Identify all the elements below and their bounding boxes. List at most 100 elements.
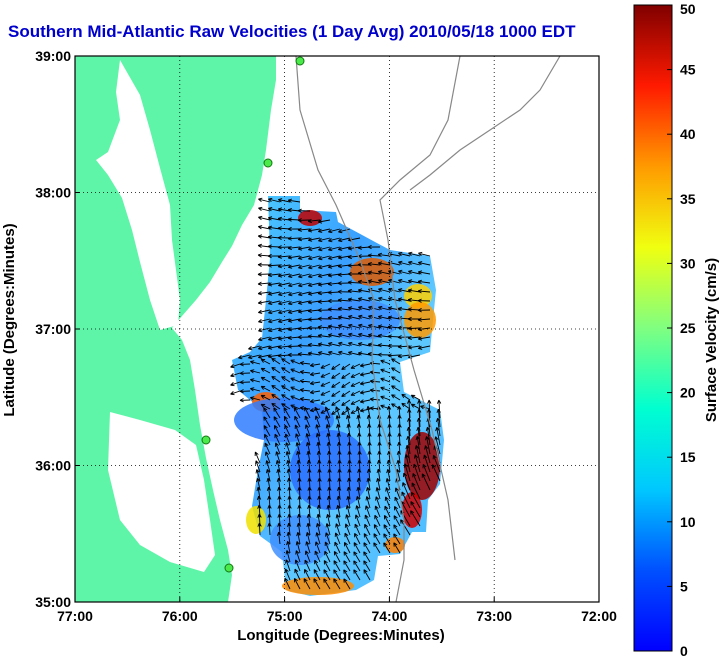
velocity-vector [257, 234, 271, 239]
velocity-vector [323, 569, 331, 581]
velocity-vector [297, 227, 311, 232]
velocity-vector [359, 363, 371, 368]
velocity-vector [402, 482, 411, 500]
velocity-vector [337, 298, 351, 303]
colorbar [633, 4, 673, 652]
velocity-vector [391, 358, 401, 365]
velocity-vector [327, 264, 341, 269]
velocity-vector [326, 504, 331, 518]
velocity-vector [331, 381, 341, 388]
velocity-vector [380, 395, 391, 401]
velocity-vector [298, 264, 311, 270]
velocity-vector [394, 487, 401, 500]
velocity-vector [338, 350, 351, 356]
colorbar-tick-label: 15 [680, 449, 696, 465]
velocity-vector [257, 354, 271, 359]
velocity-vector [294, 415, 301, 428]
velocity-vector [377, 270, 391, 275]
velocity-vector [333, 569, 341, 581]
velocity-vector [387, 353, 401, 358]
velocity-vector [325, 532, 331, 545]
velocity-vector [407, 335, 421, 341]
velocity-vector [337, 255, 351, 260]
velocity-vector [328, 237, 341, 243]
velocity-vector [306, 442, 311, 455]
bathymetry-contour [379, 56, 461, 561]
radar-station-marker [295, 56, 305, 66]
velocity-vector [320, 363, 331, 369]
velocity-vector [357, 297, 371, 302]
velocity-vector [358, 314, 371, 320]
velocity-vector [324, 541, 331, 554]
velocity-vector [377, 315, 391, 320]
velocity-vector [338, 341, 351, 347]
velocity-vector [309, 399, 321, 404]
velocity-vector [343, 551, 351, 563]
velocity-vector [410, 491, 421, 509]
velocity-vector [367, 270, 381, 275]
velocity-vector [260, 358, 271, 365]
velocity-vector [258, 206, 271, 212]
velocity-vector [297, 255, 311, 260]
velocity-vector [278, 300, 291, 306]
velocity-vector [271, 402, 281, 410]
velocity-vector [307, 334, 321, 339]
velocity-vector [432, 454, 441, 473]
velocity-vector [393, 542, 401, 554]
velocity-vector [309, 390, 321, 395]
velocity-vector [295, 442, 301, 455]
velocity-vector [257, 225, 271, 230]
velocity-vector [295, 550, 301, 563]
velocity-vector [367, 253, 381, 258]
velocity-vector [407, 408, 412, 428]
velocity-vector [383, 524, 391, 536]
velocity-vector [366, 487, 371, 500]
colorbar-label: Surface Velocity (cm/s) [703, 258, 720, 422]
velocity-vector [345, 406, 351, 419]
colorbar-tick-label: 40 [680, 126, 696, 142]
velocity-vector [398, 260, 411, 266]
velocity-vector [258, 345, 271, 351]
velocity-vector [398, 251, 411, 257]
velocity-vector [299, 388, 311, 393]
velocity-vector [284, 433, 291, 446]
colorbar-tick-label: 30 [680, 255, 696, 271]
velocity-vector [320, 408, 331, 414]
velocity-vector [256, 477, 261, 491]
radar-station-marker [224, 563, 234, 573]
velocity-vector [315, 433, 321, 446]
velocity-vector [333, 560, 341, 572]
velocity-vector [265, 460, 271, 473]
velocity-vector [435, 427, 441, 446]
velocity-vector [336, 504, 341, 518]
velocity-vector [318, 264, 331, 270]
velocity-vector [290, 368, 301, 374]
velocity-vector [283, 407, 291, 419]
velocity-vector [378, 287, 391, 293]
velocity-vector [434, 436, 441, 455]
velocity-vector [350, 363, 361, 369]
velocity-vector [307, 300, 321, 305]
velocity-vector [425, 436, 431, 455]
velocity-vector [407, 345, 421, 350]
velocity-vector [297, 208, 311, 213]
velocity-vector [416, 426, 421, 446]
y-tick-label: 36:00 [35, 458, 71, 474]
velocity-vector [412, 473, 421, 491]
velocity-vector [378, 278, 391, 284]
velocity-vector [257, 281, 271, 286]
velocity-vector [276, 531, 282, 545]
velocity-vector [299, 379, 311, 384]
velocity-vector [230, 381, 241, 387]
velocity-vector [334, 541, 341, 554]
velocity-vector [331, 390, 341, 397]
velocity-vector [275, 460, 281, 473]
velocity-vector [308, 282, 321, 287]
velocity-vector [388, 278, 401, 284]
velocity-vector [341, 381, 351, 388]
velocity-vector [384, 496, 391, 509]
velocity-vector [407, 288, 421, 293]
velocity-vector [380, 368, 391, 374]
velocity-vector [260, 403, 271, 410]
velocity-vector [345, 514, 351, 527]
